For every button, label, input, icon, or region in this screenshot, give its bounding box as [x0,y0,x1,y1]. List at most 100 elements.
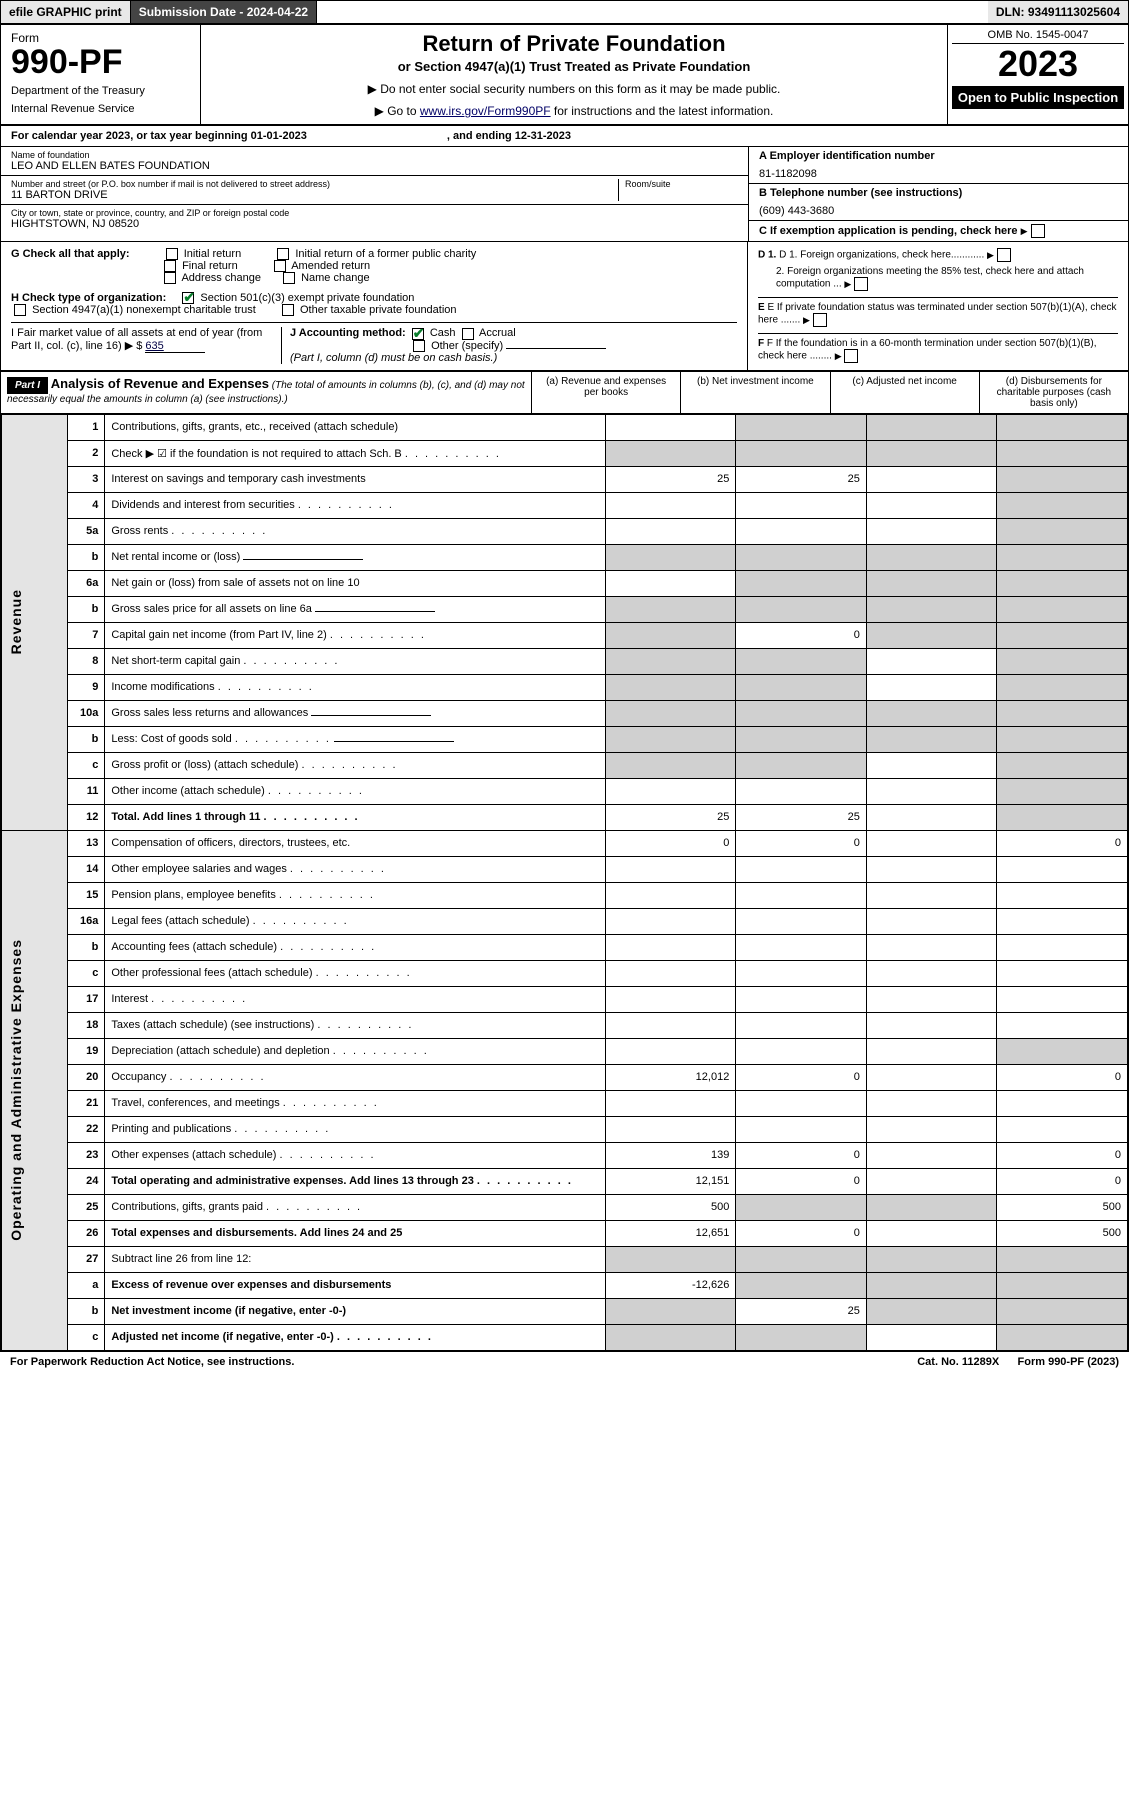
amended-chk[interactable] [274,260,286,272]
identification-block: Name of foundation LEO AND ELLEN BATES F… [1,147,1128,242]
line-number: c [68,752,105,778]
value-cell: 0 [736,1220,867,1246]
other-taxable-chk[interactable] [282,304,294,316]
value-cell [866,414,997,440]
line-number: 16a [68,908,105,934]
name-change-chk[interactable] [283,272,295,284]
f-checkbox[interactable] [844,349,858,363]
line-number: b [68,1298,105,1324]
value-cell [997,1012,1128,1038]
value-cell [736,1116,867,1142]
value-cell [866,1064,997,1090]
other-method-chk[interactable] [413,340,425,352]
value-cell: 25 [736,1298,867,1324]
col-d-header: (d) Disbursements for charitable purpose… [979,372,1128,413]
ij-row: I Fair market value of all assets at end… [11,322,737,363]
table-row: 16aLegal fees (attach schedule) [2,908,1128,934]
value-cell [997,726,1128,752]
value-cell: 0 [736,830,867,856]
value-cell [866,492,997,518]
value-cell [866,830,997,856]
value-cell [736,1038,867,1064]
line-number: 18 [68,1012,105,1038]
line-number: 17 [68,986,105,1012]
line-number: 22 [68,1116,105,1142]
e-checkbox[interactable] [813,313,827,327]
value-cell [605,908,736,934]
value-cell [605,674,736,700]
line-label: Gross sales less returns and allowances [105,700,605,726]
value-cell [997,1298,1128,1324]
value-cell [866,1142,997,1168]
irs-link[interactable]: www.irs.gov/Form990PF [420,104,551,118]
d2-checkbox[interactable] [854,277,868,291]
open-inspection: Open to Public Inspection [952,86,1124,109]
value-cell [866,1298,997,1324]
form-ref: Form 990-PF (2023) [1018,1356,1119,1368]
value-cell [866,648,997,674]
value-cell [866,1090,997,1116]
value-cell [997,622,1128,648]
value-cell [736,1246,867,1272]
line-label: Less: Cost of goods sold [105,726,605,752]
irs-label: Internal Revenue Service [11,103,190,115]
line-number: 9 [68,674,105,700]
value-cell [736,570,867,596]
exemption-checkbox[interactable] [1031,224,1045,238]
table-row: bGross sales price for all assets on lin… [2,596,1128,622]
address-change-chk[interactable] [164,272,176,284]
value-cell [736,986,867,1012]
501c3-chk[interactable] [182,292,194,304]
value-cell [605,934,736,960]
table-row: bNet rental income or (loss) [2,544,1128,570]
table-row: bLess: Cost of goods sold [2,726,1128,752]
top-bar: efile GRAPHIC print Submission Date - 20… [1,1,1128,25]
table-row: 8Net short-term capital gain [2,648,1128,674]
table-row: 10aGross sales less returns and allowanc… [2,700,1128,726]
value-cell: 500 [997,1194,1128,1220]
table-row: Revenue1Contributions, gifts, grants, et… [2,414,1128,440]
value-cell [605,1298,736,1324]
line-label: Other income (attach schedule) [105,778,605,804]
table-row: 24Total operating and administrative exp… [2,1168,1128,1194]
value-cell [866,440,997,466]
value-cell: 25 [605,466,736,492]
line-number: 7 [68,622,105,648]
value-cell [736,752,867,778]
line-label: Total operating and administrative expen… [105,1168,605,1194]
4947-chk[interactable] [14,304,26,316]
table-row: 26Total expenses and disbursements. Add … [2,1220,1128,1246]
cat-no: Cat. No. 11289X [917,1356,999,1368]
line-label: Adjusted net income (if negative, enter … [105,1324,605,1350]
cash-chk[interactable] [412,328,424,340]
value-cell [997,518,1128,544]
initial-return-chk[interactable] [166,248,178,260]
table-row: 25Contributions, gifts, grants paid 5005… [2,1194,1128,1220]
line-label: Dividends and interest from securities [105,492,605,518]
h-row: H Check type of organization: Section 50… [11,292,737,316]
value-cell [736,440,867,466]
final-return-chk[interactable] [164,260,176,272]
accrual-chk[interactable] [462,328,474,340]
value-cell [736,882,867,908]
value-cell [736,1090,867,1116]
part-label: Part I [7,377,48,394]
line-number: c [68,1324,105,1350]
value-cell: 500 [997,1220,1128,1246]
initial-former-chk[interactable] [277,248,289,260]
value-cell [997,1324,1128,1350]
d1-checkbox[interactable] [997,248,1011,262]
value-cell [997,1246,1128,1272]
value-cell [866,856,997,882]
value-cell: 12,151 [605,1168,736,1194]
fmv-value[interactable]: 635 [145,340,205,353]
value-cell [866,518,997,544]
value-cell [605,518,736,544]
line-number: 11 [68,778,105,804]
line-number: c [68,960,105,986]
value-cell: 500 [605,1194,736,1220]
line-label: Printing and publications [105,1116,605,1142]
part1-table: Revenue1Contributions, gifts, grants, et… [1,414,1128,1351]
value-cell [605,1012,736,1038]
foundation-name-cell: Name of foundation LEO AND ELLEN BATES F… [1,147,748,176]
